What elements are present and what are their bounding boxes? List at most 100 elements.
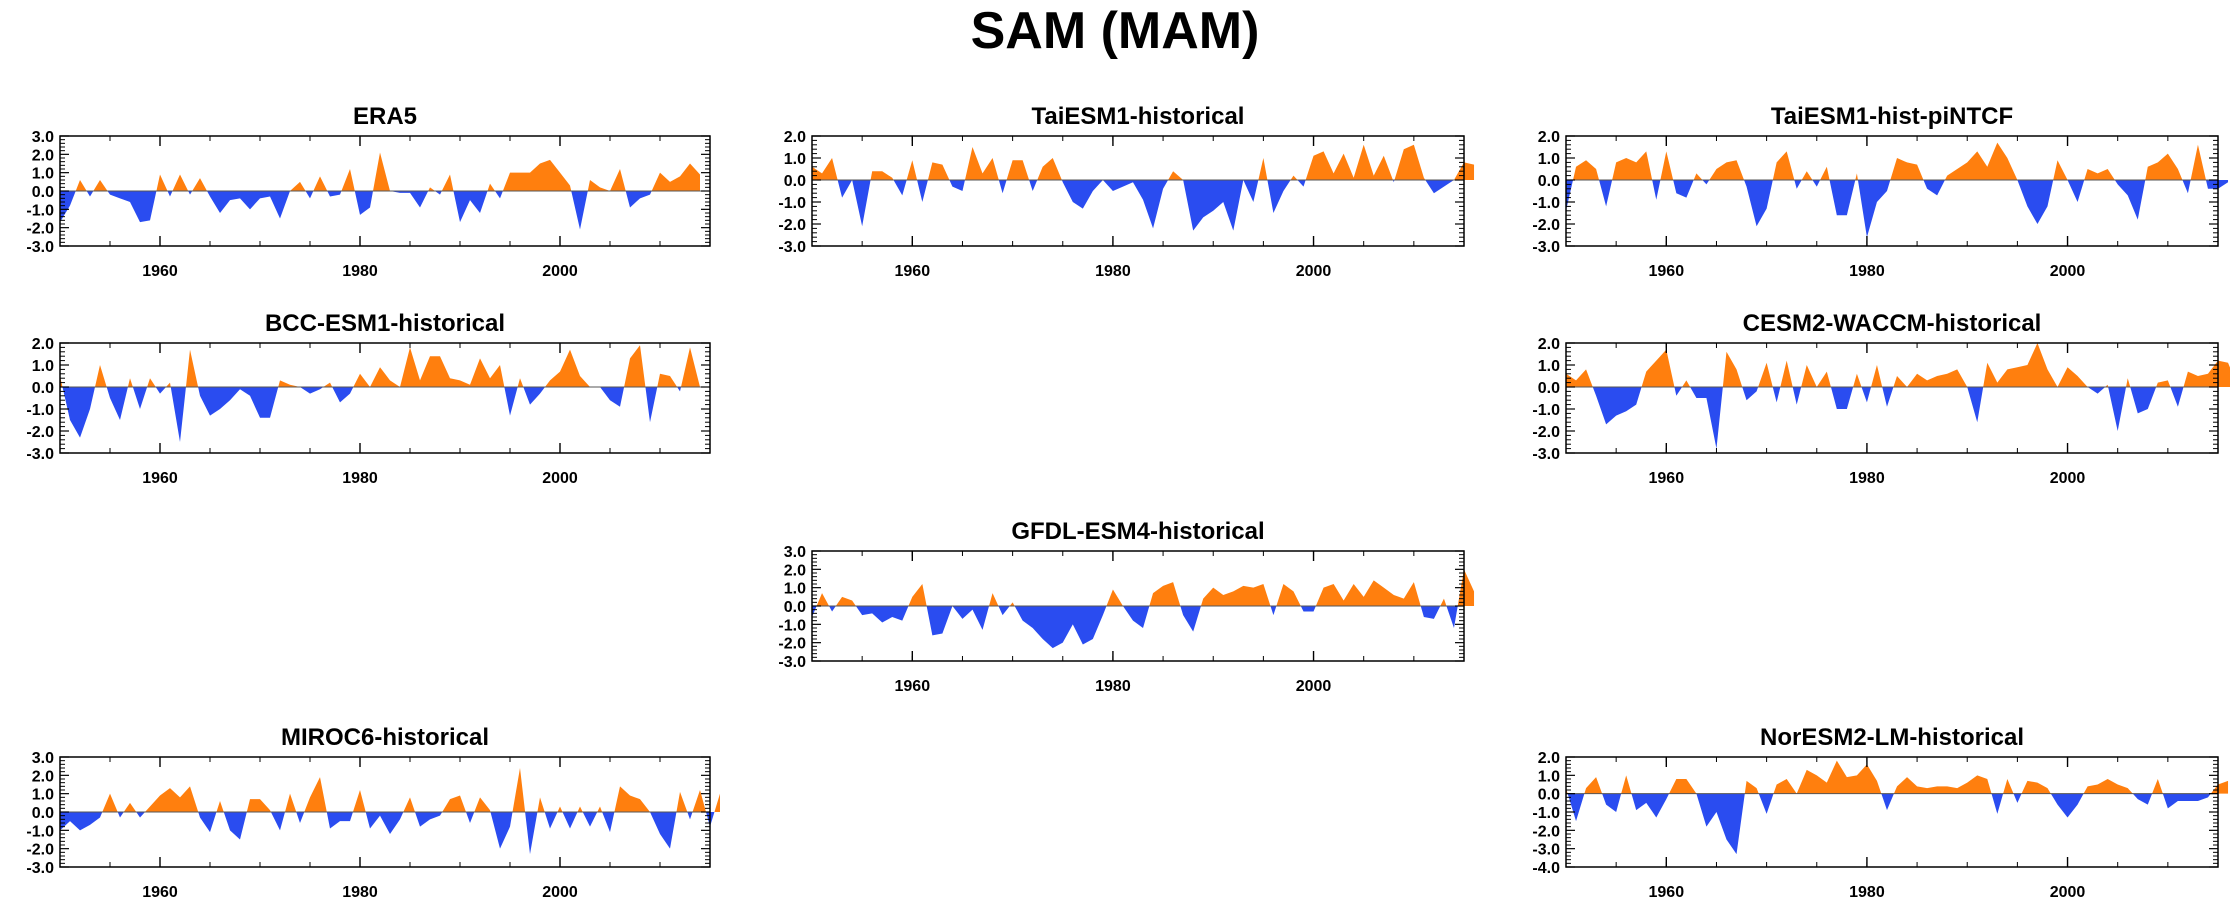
negative-area xyxy=(60,812,720,855)
x-tick-label: 1980 xyxy=(342,263,378,280)
y-tick-label: 1.0 xyxy=(1538,151,1560,168)
y-tick-label: 2.0 xyxy=(1538,336,1560,353)
y-tick-label: -2.0 xyxy=(26,221,54,238)
y-tick-label: 1.0 xyxy=(784,581,806,598)
panel: MIROC6-historical 3.02.0 1.00.0-1.0 -2.0-3.… xyxy=(26,724,720,901)
positive-area xyxy=(60,152,700,191)
x-tick-label: 1980 xyxy=(342,884,378,901)
plot-frame xyxy=(1565,135,2219,247)
panel-title: NorESM2-LM-historical xyxy=(1760,724,2024,751)
positive-area xyxy=(812,144,1475,180)
negative-area xyxy=(812,180,1475,231)
x-tick-label: 1960 xyxy=(1649,470,1685,487)
y-tick-label: -1.0 xyxy=(778,617,806,634)
x-tick-label: 2000 xyxy=(1296,678,1332,695)
y-tick-label: 3.0 xyxy=(784,544,806,561)
y-tick-label: -3.0 xyxy=(778,654,806,671)
y-tick-label: -2.0 xyxy=(778,636,806,653)
y-tick-label: -3.0 xyxy=(1532,842,1560,859)
y-tick-label: 1.0 xyxy=(32,166,54,183)
panel-title: TaiESM1-historical xyxy=(1032,103,1245,130)
x-tick-label: 1960 xyxy=(1649,884,1685,901)
panel: BCC-ESM1-historical 2.0 1.0 0.0 -1.0 -2.0 -3.0… xyxy=(26,310,711,487)
y-tick-label: 3.0 xyxy=(32,129,54,146)
y-tick-label: -2.0 xyxy=(778,217,806,234)
panel: GFDL-ESM4-historical 3.02.0 1.00.0-1.0 -2.0… xyxy=(778,518,1475,695)
negative-area xyxy=(60,387,700,442)
y-tick-label: 2.0 xyxy=(32,768,54,785)
y-tick-label: -4.0 xyxy=(1532,860,1560,877)
y-tick-label: 0.0 xyxy=(1538,380,1560,397)
x-tick-label: 1980 xyxy=(1095,263,1131,280)
y-tick-label: -1.0 xyxy=(1532,805,1560,822)
y-tick-label: -1.0 xyxy=(26,202,54,219)
y-tick-label: 2.0 xyxy=(1538,129,1560,146)
y-tick-label: -3.0 xyxy=(26,239,54,256)
x-tick-label: 1980 xyxy=(1095,678,1131,695)
y-tick-label: 2.0 xyxy=(1538,750,1560,767)
y-tick-label: -1.0 xyxy=(1532,402,1560,419)
y-tick-label: -1.0 xyxy=(26,402,54,419)
figure-title: SAM (MAM) xyxy=(971,2,1260,60)
positive-area xyxy=(60,768,720,812)
positive-area xyxy=(1566,142,2229,180)
plot-frame xyxy=(811,135,1465,247)
x-tick-label: 1960 xyxy=(142,470,178,487)
y-tick-label: 1.0 xyxy=(1538,768,1560,785)
x-tick-label: 1980 xyxy=(1849,470,1885,487)
plot-frame xyxy=(1565,756,2219,868)
y-tick-label: 0.0 xyxy=(32,380,54,397)
y-tick-label: 2.0 xyxy=(784,562,806,579)
panel-title: TaiESM1-hist-piNTCF xyxy=(1771,103,2013,130)
x-tick-label: 1980 xyxy=(342,470,378,487)
x-tick-label: 2000 xyxy=(1296,263,1332,280)
y-tick-label: -2.0 xyxy=(26,842,54,859)
y-tick-label: 2.0 xyxy=(784,129,806,146)
x-tick-label: 2000 xyxy=(542,263,578,280)
y-tick-label: 1.0 xyxy=(32,358,54,375)
plot-frame xyxy=(1565,342,2219,454)
y-tick-label: 0.0 xyxy=(1538,173,1560,190)
y-tick-label: -1.0 xyxy=(1532,195,1560,212)
y-tick-label: -3.0 xyxy=(26,860,54,877)
negative-area xyxy=(812,606,1475,649)
x-tick-label: 2000 xyxy=(2050,884,2086,901)
negative-area xyxy=(1566,793,2229,855)
y-tick-label: -3.0 xyxy=(1532,239,1560,256)
plot-frame xyxy=(59,342,711,454)
x-tick-label: 1960 xyxy=(895,678,931,695)
x-tick-label: 2000 xyxy=(2050,263,2086,280)
y-tick-label: -1.0 xyxy=(26,823,54,840)
y-tick-label: 1.0 xyxy=(784,151,806,168)
panel-title: GFDL-ESM4-historical xyxy=(1011,518,1264,545)
y-tick-label: 1.0 xyxy=(1538,358,1560,375)
x-tick-label: 2000 xyxy=(542,470,578,487)
panel: TaiESM1-historical 2.0 1.0 0.0 -1.0 -2.0 -3.0 1… xyxy=(778,103,1475,280)
y-tick-label: -3.0 xyxy=(26,446,54,463)
y-tick-label: -3.0 xyxy=(1532,446,1560,463)
y-tick-label: -2.0 xyxy=(26,424,54,441)
negative-area xyxy=(60,191,700,230)
y-tick-label: 2.0 xyxy=(32,336,54,353)
panel: ERA5 3.02.0 1.00.0-1.0 -2.0-3.0 1960 1980 2000 xyxy=(26,103,711,280)
y-tick-label: -2.0 xyxy=(1532,424,1560,441)
negative-area xyxy=(1566,180,2229,238)
y-tick-label: 0.0 xyxy=(1538,787,1560,804)
x-tick-label: 1960 xyxy=(142,884,178,901)
x-tick-label: 1960 xyxy=(142,263,178,280)
x-tick-label: 1960 xyxy=(1649,263,1685,280)
y-tick-label: 0.0 xyxy=(32,805,54,822)
positive-area xyxy=(812,569,1475,606)
y-tick-label: -2.0 xyxy=(1532,823,1560,840)
positive-area xyxy=(1566,343,2230,387)
panel: TaiESM1-hist-piNTCF 2.0 1.0 0.0 -1.0 -2.0 -3.0… xyxy=(1532,103,2229,280)
x-tick-label: 1980 xyxy=(1849,263,1885,280)
panel-title: BCC-ESM1-historical xyxy=(265,310,505,337)
y-tick-label: 0.0 xyxy=(784,173,806,190)
panel-title: MIROC6-historical xyxy=(281,724,489,751)
positive-area xyxy=(60,345,700,387)
x-tick-label: 2000 xyxy=(542,884,578,901)
y-tick-label: 1.0 xyxy=(32,787,54,804)
x-tick-label: 1960 xyxy=(895,263,931,280)
